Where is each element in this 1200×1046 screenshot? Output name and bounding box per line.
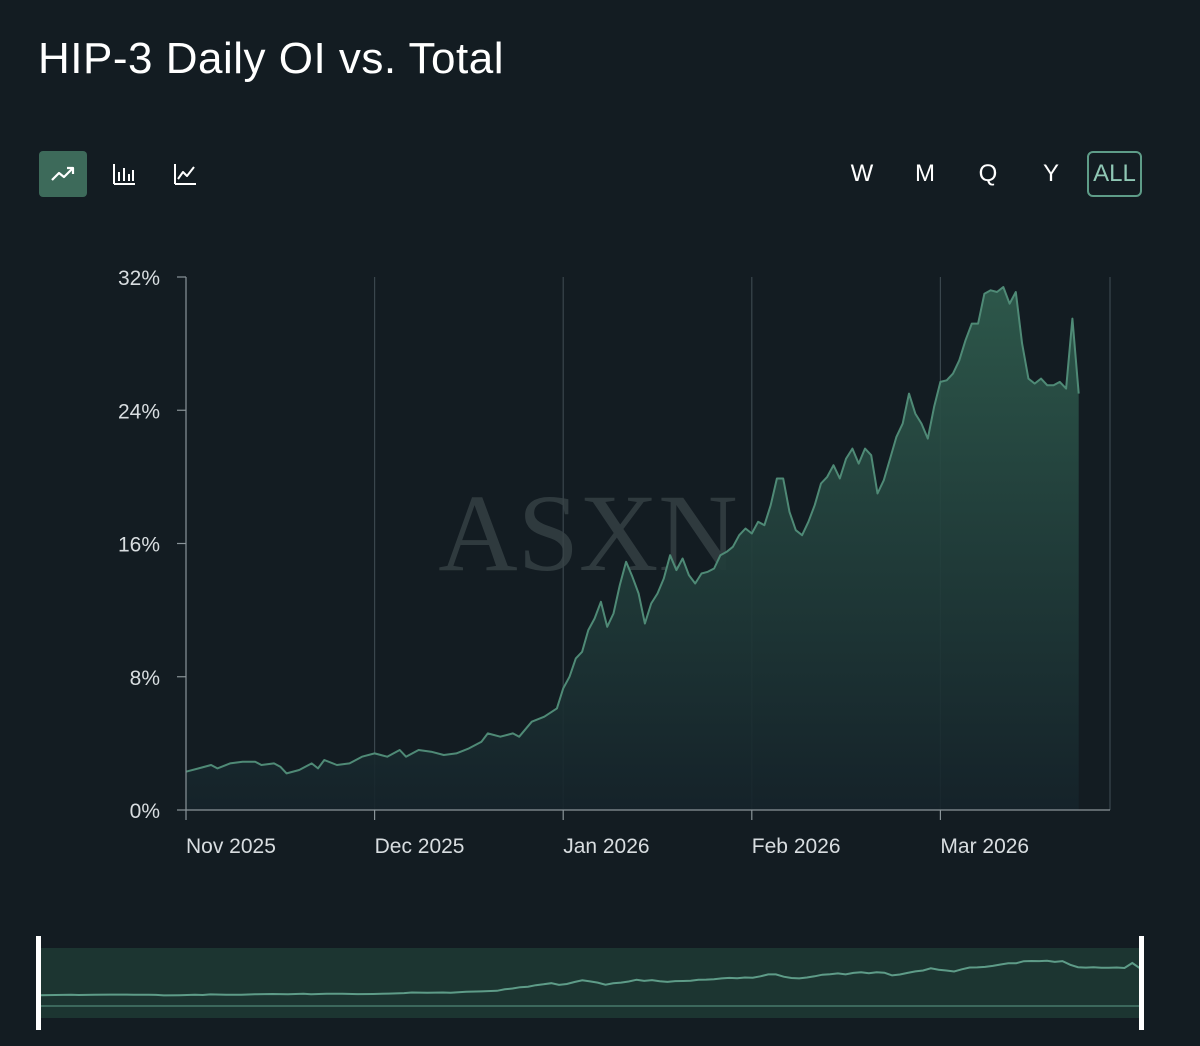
navigator-series-line [39, 959, 1141, 997]
area-chart-button[interactable] [39, 151, 87, 197]
main-chart: ASXN 0% 8% 16% 24% 32% Nov 2025 Dec 2025 Jan 20… [118, 267, 1111, 858]
line-chart-icon [174, 164, 196, 185]
navigator-left-handle[interactable] [36, 936, 41, 1030]
range-week-button[interactable]: W [850, 160, 874, 187]
range-navigator[interactable] [0, 930, 1200, 1040]
x-tick-label: Feb 2026 [752, 835, 841, 858]
x-tick-label: Mar 2026 [940, 835, 1029, 858]
y-tick-label: 0% [130, 800, 160, 823]
y-tick-label: 8% [130, 667, 160, 690]
navigator-window [40, 948, 1140, 1018]
page-title: HIP-3 Daily OI vs. Total [38, 34, 504, 83]
range-quarter-button[interactable]: Q [978, 160, 998, 187]
watermark: ASXN [438, 472, 738, 594]
bar-chart-icon [113, 164, 135, 185]
trending-up-icon [51, 166, 75, 181]
line-chart-button[interactable] [161, 151, 209, 197]
range-month-button[interactable]: M [915, 160, 935, 187]
series-line [185, 286, 1080, 775]
brush-layer [36, 936, 1144, 1030]
axis-layer: 0% 8% 16% 24% 32% Nov 2025 Dec 2025 Jan 2026 Feb… [118, 267, 1110, 858]
navigator-right-handle[interactable] [1139, 936, 1144, 1030]
range-year-button[interactable]: Y [1042, 160, 1059, 187]
y-tick-label: 16% [118, 534, 160, 557]
bar-chart-button[interactable] [100, 151, 148, 197]
x-tick-label: Nov 2025 [186, 835, 276, 858]
series-area [186, 287, 1079, 810]
y-tick-label: 32% [118, 267, 160, 290]
y-tick-label: 24% [118, 400, 160, 423]
x-tick-label: Jan 2026 [563, 835, 649, 858]
area-layer [185, 286, 1080, 810]
range-all-button[interactable]: ALL [1087, 151, 1142, 197]
x-tick-label: Dec 2025 [375, 835, 465, 858]
